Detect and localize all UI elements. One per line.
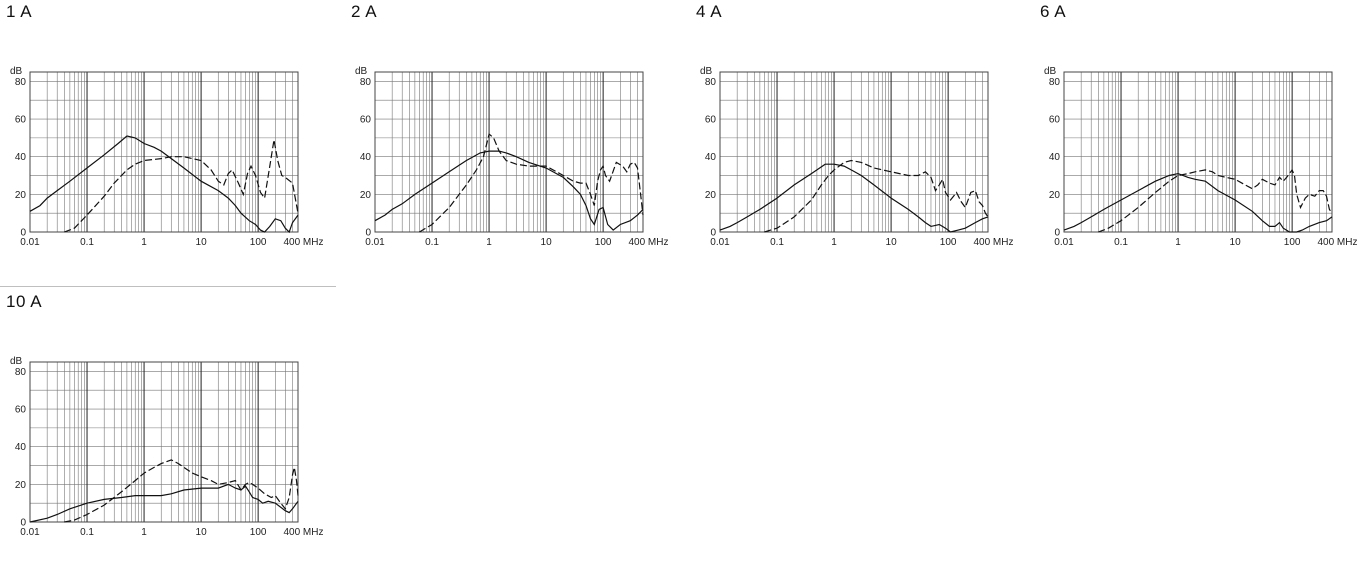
plot-frame xyxy=(29,361,299,523)
panel-2a: 2 A dB 0 20 40 60 80 0.01 0.1 1 10 100 400 MHz xyxy=(351,2,681,272)
y-tick-label: 40 xyxy=(705,152,717,163)
y-tick-label: 0 xyxy=(710,228,716,239)
y-tick-label: 80 xyxy=(15,77,27,88)
plot-frame xyxy=(29,71,299,233)
y-tick-label: 0 xyxy=(1054,228,1060,239)
chart-title: 6 A xyxy=(1040,2,1067,21)
plot-frame xyxy=(1063,71,1333,233)
series-solid-line xyxy=(29,135,299,234)
y-axis-unit-label: dB xyxy=(10,356,23,367)
y-tick-label: 80 xyxy=(360,77,372,88)
panel-4a: 4 A dB 0 20 40 60 80 0.01 0.1 1 10 100 400 MHz xyxy=(696,2,1026,272)
y-tick-label: 20 xyxy=(705,190,717,201)
series-solid-line xyxy=(374,150,644,231)
y-tick-label: 40 xyxy=(360,152,372,163)
plot-frame xyxy=(374,71,644,233)
series-dashed-line xyxy=(419,133,644,233)
chart-title: 1 A xyxy=(6,2,33,21)
x-tick-label: 10 xyxy=(541,237,553,248)
y-axis-unit-label: dB xyxy=(355,66,368,77)
x-tick-label: 0.01 xyxy=(20,237,40,248)
plot-frame xyxy=(719,71,989,233)
y-tick-label: 20 xyxy=(360,190,372,201)
x-tick-label: 400 MHz xyxy=(628,237,668,248)
series-solid-line xyxy=(1063,172,1333,233)
x-tick-label: 0.1 xyxy=(425,237,439,248)
x-tick-label: 10 xyxy=(196,527,208,538)
x-tick-label: 0.1 xyxy=(770,237,784,248)
x-tick-label: 400 MHz xyxy=(973,237,1013,248)
chart-title: 2 A xyxy=(351,2,378,21)
row-divider xyxy=(0,286,336,287)
y-tick-label: 60 xyxy=(705,115,717,126)
chart-title: 4 A xyxy=(696,2,723,21)
y-tick-label: 80 xyxy=(15,367,27,378)
series-dashed-line xyxy=(64,139,299,233)
y-tick-label: 20 xyxy=(15,190,27,201)
y-tick-label: 80 xyxy=(1049,77,1061,88)
y-axis-unit-label: dB xyxy=(10,66,23,77)
y-tick-label: 80 xyxy=(705,77,717,88)
x-tick-label: 1 xyxy=(831,237,837,248)
emi-chart-4a: dB 0 20 40 60 80 0.01 0.1 1 10 100 400 MHz xyxy=(700,66,1013,248)
x-tick-label: 0.01 xyxy=(710,237,730,248)
x-tick-label: 10 xyxy=(886,237,898,248)
y-tick-label: 60 xyxy=(15,115,27,126)
y-axis-unit-label: dB xyxy=(1044,66,1057,77)
x-tick-label: 1 xyxy=(1175,237,1181,248)
y-tick-label: 20 xyxy=(1049,190,1061,201)
x-tick-label: 10 xyxy=(196,237,208,248)
emi-chart-1a: dB 0 20 40 60 80 0.01 0.1 1 10 100 400 MHz xyxy=(10,66,323,248)
y-tick-label: 40 xyxy=(15,152,27,163)
y-axis-unit-label: dB xyxy=(700,66,713,77)
x-tick-label: 100 xyxy=(595,237,612,248)
panel-10a: 10 A dB 0 20 40 60 80 0.01 0.1 1 10 100 400 MHz xyxy=(6,292,336,562)
emi-chart-2a: dB 0 20 40 60 80 0.01 0.1 1 10 100 400 MHz xyxy=(355,66,668,248)
x-tick-label: 1 xyxy=(141,527,147,538)
x-tick-label: 400 MHz xyxy=(1317,237,1357,248)
x-tick-label: 1 xyxy=(486,237,492,248)
x-tick-label: 100 xyxy=(250,237,267,248)
x-tick-label: 1 xyxy=(141,237,147,248)
x-tick-label: 100 xyxy=(250,527,267,538)
y-tick-label: 0 xyxy=(20,518,26,529)
y-tick-label: 60 xyxy=(360,115,372,126)
series-dashed-line xyxy=(1098,168,1333,233)
x-tick-label: 400 MHz xyxy=(283,237,323,248)
y-tick-label: 60 xyxy=(1049,115,1061,126)
x-tick-label: 0.1 xyxy=(80,527,94,538)
series-dashed-line xyxy=(64,459,299,523)
x-tick-label: 0.1 xyxy=(1114,237,1128,248)
x-tick-label: 10 xyxy=(1230,237,1242,248)
x-tick-label: 100 xyxy=(1284,237,1301,248)
panel-6a: 6 A dB 0 20 40 60 80 0.01 0.1 1 10 100 400 MHz xyxy=(1040,2,1370,272)
x-tick-label: 0.01 xyxy=(365,237,385,248)
series-solid-line xyxy=(719,163,989,233)
emi-chart-10a: dB 0 20 40 60 80 0.01 0.1 1 10 100 400 MHz xyxy=(10,356,323,538)
y-tick-label: 40 xyxy=(1049,152,1061,163)
x-tick-label: 100 xyxy=(940,237,957,248)
series-solid-line xyxy=(29,483,299,523)
emi-chart-6a: dB 0 20 40 60 80 0.01 0.1 1 10 100 400 MHz xyxy=(1044,66,1357,248)
y-tick-label: 20 xyxy=(15,480,27,491)
y-tick-label: 60 xyxy=(15,405,27,416)
y-tick-label: 0 xyxy=(20,228,26,239)
x-tick-label: 0.01 xyxy=(1054,237,1074,248)
panel-1a: 1 A dB 0 20 40 60 80 0.01 0.1 1 10 100 400 MHz xyxy=(6,2,336,272)
x-tick-label: 0.01 xyxy=(20,527,40,538)
x-tick-label: 400 MHz xyxy=(283,527,323,538)
x-tick-label: 0.1 xyxy=(80,237,94,248)
y-tick-label: 40 xyxy=(15,442,27,453)
series-dashed-line xyxy=(764,159,989,233)
y-tick-label: 0 xyxy=(365,228,371,239)
chart-title: 10 A xyxy=(6,292,43,311)
